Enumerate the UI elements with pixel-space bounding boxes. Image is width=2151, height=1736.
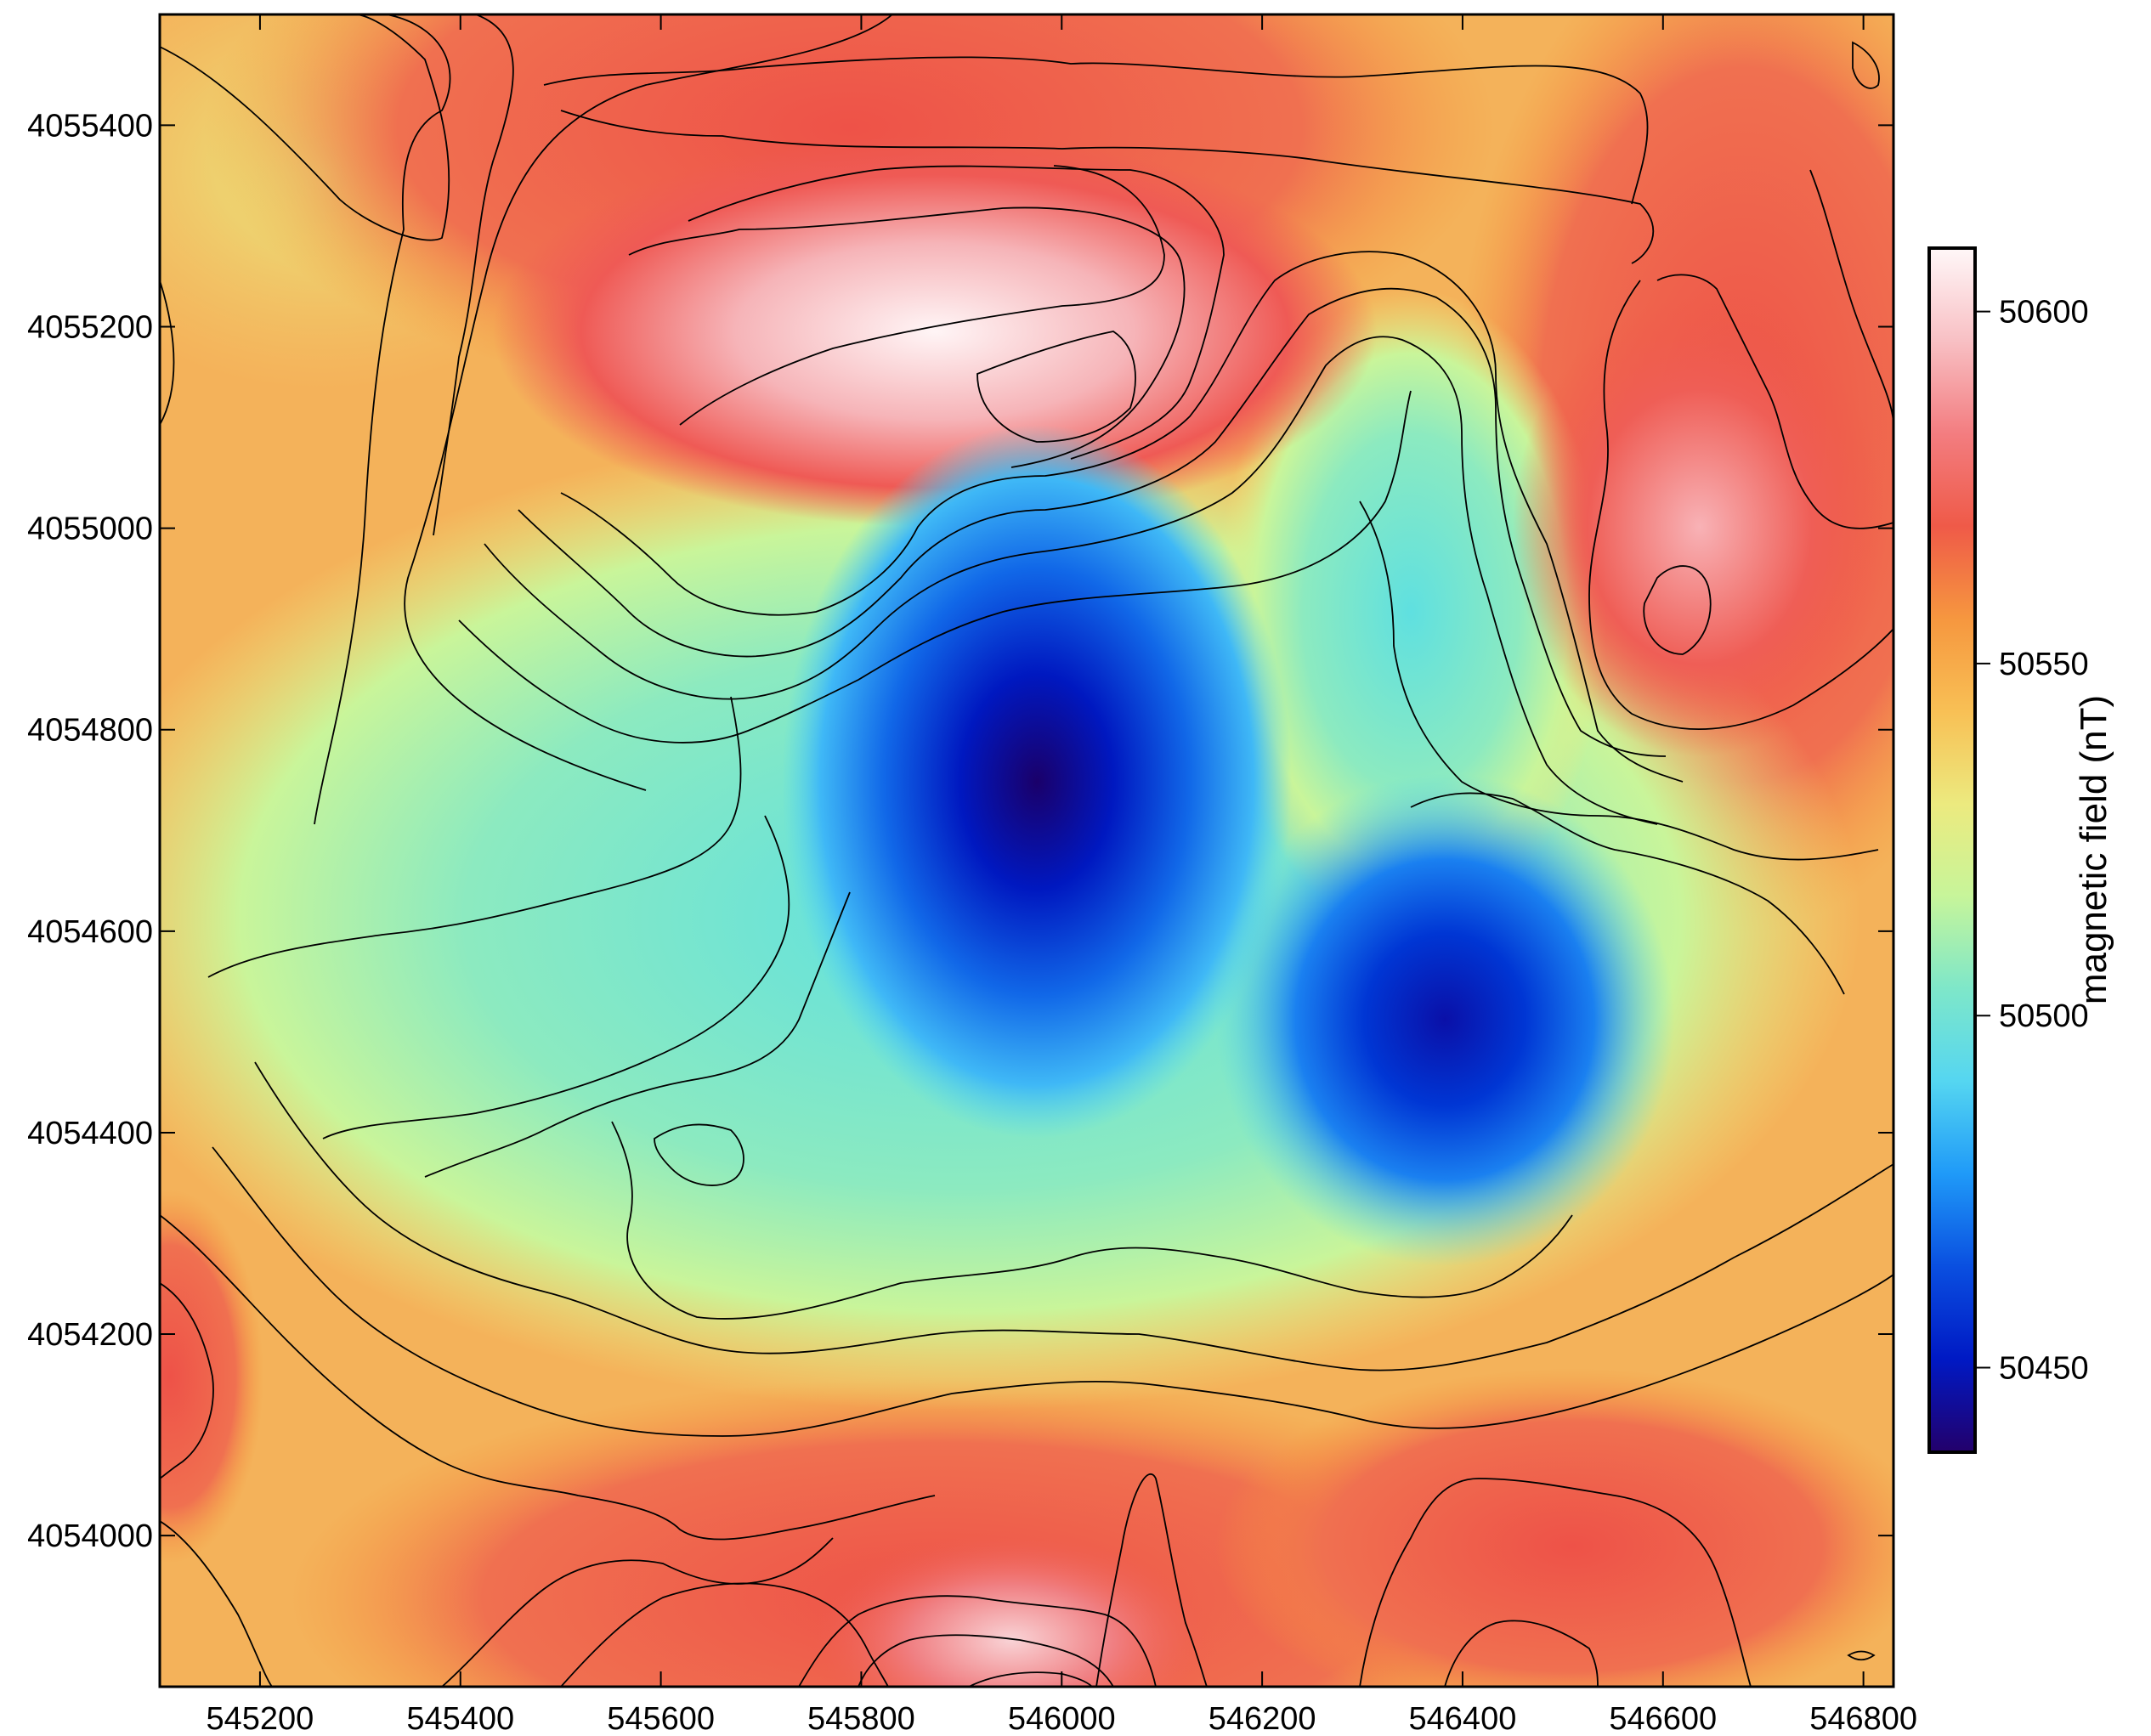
contour-line xyxy=(679,165,1165,426)
contour-line xyxy=(654,1123,744,1186)
y-tick-label: 4054800 xyxy=(27,713,153,749)
y-tick-label: 4054600 xyxy=(27,914,153,950)
colorbar-ramp xyxy=(1927,246,1977,1454)
x-tick-label: 545400 xyxy=(406,1701,514,1736)
contour-line xyxy=(1588,280,1893,730)
contour-line xyxy=(858,1634,1114,1687)
contour-line xyxy=(433,14,514,536)
y-tick-label: 4055200 xyxy=(27,310,153,346)
colorbar-title: magnetic field (nT) xyxy=(2073,695,2114,1004)
colorbar-ticks: 50600 50550 50500 50450 xyxy=(1975,295,2089,1387)
contour-line xyxy=(1095,1473,1208,1687)
contour-lines xyxy=(160,14,1893,1687)
y-tick-label: 4054400 xyxy=(27,1116,153,1151)
contour-line xyxy=(314,14,451,825)
y-tick-label: 4054000 xyxy=(27,1518,153,1554)
contour-line xyxy=(560,1582,889,1687)
magnetic-anomaly-raster xyxy=(160,14,1893,1687)
contour-line xyxy=(968,1671,1093,1687)
contour-line xyxy=(1444,1620,1599,1687)
colorbar-tick-label: 50500 xyxy=(1999,998,2089,1034)
contour-line xyxy=(518,287,1667,757)
x-tick-label: 546800 xyxy=(1809,1701,1917,1736)
contour-line xyxy=(1359,1478,1752,1687)
contour-line xyxy=(976,331,1136,443)
contour-line xyxy=(560,110,1655,264)
y-axis-ticks: 4055400 4055200 4055000 4054800 4054600 40544… xyxy=(27,108,1893,1554)
x-tick-label: 545600 xyxy=(607,1701,715,1736)
contour-line xyxy=(254,1061,1893,1371)
contour-line xyxy=(484,336,1658,825)
y-tick-label: 4055000 xyxy=(27,512,153,547)
x-tick-label: 545200 xyxy=(207,1701,314,1736)
contour-line xyxy=(1847,1650,1876,1661)
colorbar: 50600 50550 50500 50450 magnetic field (nT) xyxy=(1927,246,2114,1454)
x-tick-label: 546200 xyxy=(1209,1701,1316,1736)
y-tick-label: 4055400 xyxy=(27,108,153,144)
contour-line xyxy=(1359,500,1879,861)
contour-line xyxy=(207,696,742,978)
colorbar-tick-label: 50600 xyxy=(1999,295,2089,331)
contour-line xyxy=(1809,169,1893,426)
y-tick-label: 4054200 xyxy=(27,1317,153,1353)
map-frame: 545200 545400 545600 545800 546000 546200 5464… xyxy=(27,13,1917,1736)
contour-line xyxy=(1852,41,1880,89)
contour-line xyxy=(160,1520,273,1687)
contour-line xyxy=(160,14,450,241)
contour-line xyxy=(1656,274,1893,529)
contour-line xyxy=(322,815,790,1139)
x-tick-label: 546000 xyxy=(1008,1701,1116,1736)
colorbar-tick-label: 50450 xyxy=(1999,1351,2089,1387)
contour-line xyxy=(798,1595,1157,1687)
contour-line xyxy=(1410,792,1845,995)
contour-line xyxy=(543,56,1649,205)
colorbar-tick-label: 50550 xyxy=(1999,647,2089,682)
contour-line xyxy=(160,1214,936,1541)
contour-line xyxy=(160,1282,214,1479)
contour-line xyxy=(1643,565,1712,655)
x-tick-label: 546600 xyxy=(1609,1701,1717,1736)
contour-line xyxy=(611,1121,1573,1320)
contour-line xyxy=(160,280,175,426)
x-tick-label: 546400 xyxy=(1409,1701,1517,1736)
contour-line xyxy=(688,165,1225,460)
x-tick-label: 545800 xyxy=(807,1701,915,1736)
x-axis-ticks: 545200 545400 545600 545800 546000 546200 5464… xyxy=(207,14,1917,1736)
contour-line xyxy=(212,1146,1893,1437)
contour-line xyxy=(458,390,1412,744)
contour-line xyxy=(424,891,851,1178)
contour-line xyxy=(628,206,1186,468)
contour-line xyxy=(560,251,1684,783)
contour-line xyxy=(441,1537,834,1687)
